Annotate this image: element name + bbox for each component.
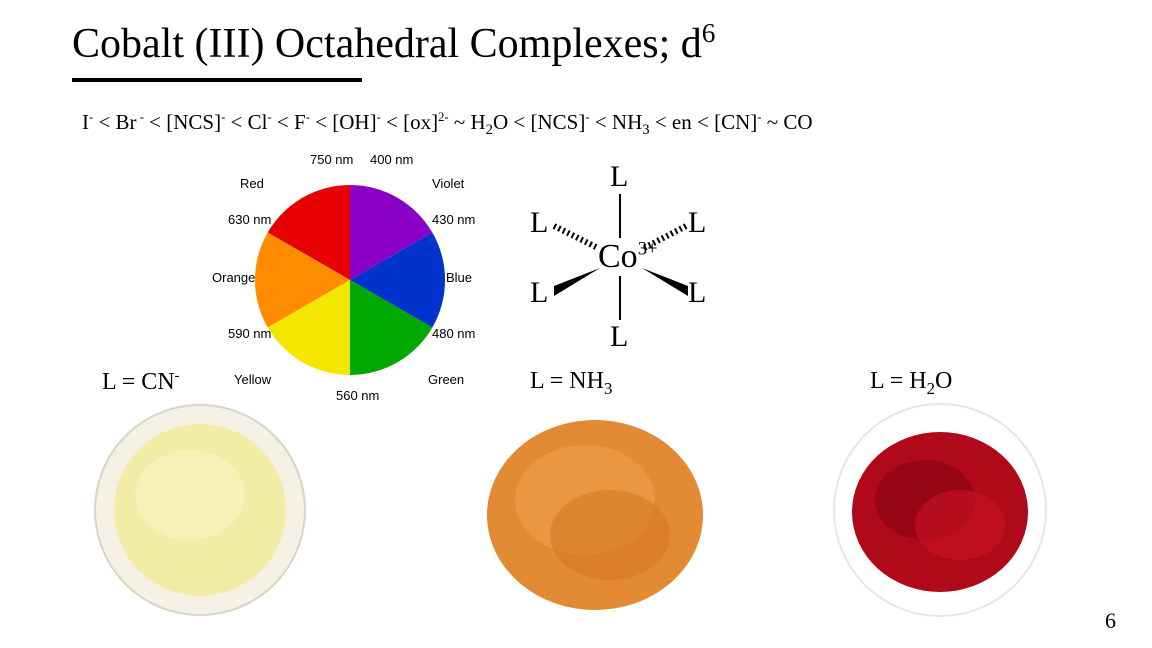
title-sup: 6	[702, 18, 716, 48]
color-label: Blue	[446, 270, 472, 285]
powder-nh3	[480, 400, 710, 620]
color-label: Yellow	[234, 372, 271, 387]
nm-label: 590 nm	[228, 326, 271, 341]
color-label: Orange	[212, 270, 255, 285]
color-label: Violet	[432, 176, 464, 191]
color-label: Red	[240, 176, 264, 191]
title-underline	[72, 78, 362, 82]
nm-label: 560 nm	[336, 388, 379, 403]
octahedral-complex-diagram: L L L L L L Co3+	[510, 160, 730, 360]
label-cn: L = CN-	[102, 368, 179, 396]
powder-cn	[90, 400, 310, 620]
page-number: 6	[1105, 608, 1116, 634]
title-base: Cobalt (III) Octahedral Complexes; d	[72, 21, 702, 67]
label-nh3: L = NH3	[530, 368, 612, 399]
color-label: Green	[428, 372, 464, 387]
nm-label: 400 nm	[370, 152, 413, 167]
page-title: Cobalt (III) Octahedral Complexes; d6	[72, 18, 715, 68]
nm-label: 750 nm	[310, 152, 353, 167]
nm-label: 430 nm	[432, 212, 475, 227]
nm-label: 480 nm	[432, 326, 475, 341]
label-h2o: L = H2O	[870, 368, 952, 399]
bonds-svg	[510, 160, 730, 360]
powder-h2o	[830, 400, 1050, 620]
spectrochemical-series: I- < Br - < [NCS]- < Cl- < F- < [OH]- < …	[82, 110, 813, 139]
color-wheel: 750 nm 400 nm 630 nm 430 nm 590 nm 480 n…	[210, 150, 490, 410]
nm-label: 630 nm	[228, 212, 271, 227]
